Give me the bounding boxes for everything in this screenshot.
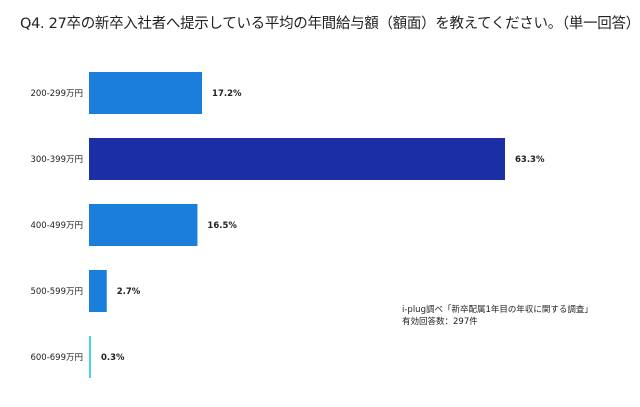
source-text: i-plug調べ「新卒配属1年目の年収に関する調査」 (402, 305, 593, 315)
category-label: 200-299万円 (30, 89, 83, 99)
value-label: 2.7% (117, 287, 141, 297)
response-count: 有効回答数：297件 (402, 317, 478, 327)
bar-3 (89, 270, 107, 312)
category-label: 500-599万円 (30, 287, 83, 297)
chart-title: Q4. 27卒の新卒入社者へ提示している平均の年間給与額（額面）を教えてください… (20, 16, 640, 32)
value-label: 16.5% (207, 221, 237, 231)
category-label: 600-699万円 (30, 353, 83, 363)
bar-1 (89, 138, 505, 180)
bar-2 (89, 204, 198, 246)
value-label: 63.3% (515, 155, 545, 165)
bar-4 (89, 336, 91, 378)
bar-0 (89, 72, 203, 114)
category-label: 300-399万円 (30, 155, 83, 165)
category-label: 400-499万円 (30, 221, 83, 231)
value-label: 0.3% (101, 353, 125, 363)
source-note: i-plug調べ「新卒配属1年目の年収に関する調査」 有効回答数：297件 (402, 304, 593, 328)
value-label: 17.2% (212, 89, 242, 99)
